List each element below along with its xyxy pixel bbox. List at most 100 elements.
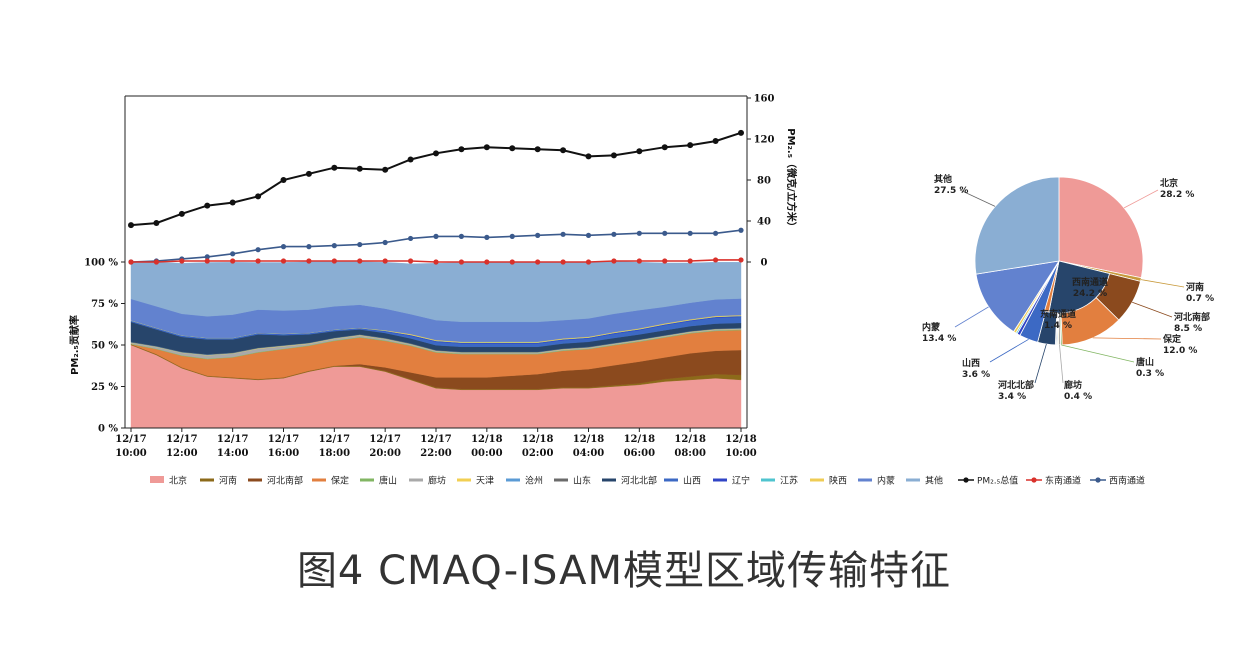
line-point-2-14 [484,259,490,265]
x-tick-time-0: 10:00 [115,448,147,459]
line-point-0-5 [255,193,262,200]
line-point-1-22 [687,230,693,236]
line-point-0-16 [534,146,541,153]
line-point-0-1 [153,220,160,227]
right-tick-label-3: 120 [754,135,775,146]
pie-leader-9 [1034,343,1047,384]
x-tick-date-11: 12/18 [674,434,706,445]
line-point-0-11 [407,156,414,163]
chart-axes: 0 % 25 % 50 % 75 % 100 % 0 40 80 120 160 12/17 10:0… [68,94,798,460]
legend-label-9: 河北北部 [621,475,657,487]
legend-label-1: 河南 [219,475,237,487]
pie-label-value-14: 13.4 % [922,334,956,344]
legend-label-17: 东南通道 [1045,475,1081,487]
line-point-2-23 [712,257,719,263]
figure-caption: 图4 CMAQ-ISAM模型区域传输特征 [296,548,952,594]
line-point-1-4 [230,251,236,257]
x-tick-date-8: 12/18 [522,434,554,445]
legend-label-18: 西南通道 [1109,475,1145,487]
line-point-2-20 [636,258,642,264]
legend-label-6: 天津 [476,476,494,487]
line-point-2-7 [306,258,312,264]
line-point-0-24 [738,129,744,136]
line-point-1-19 [611,231,617,237]
line-point-0-23 [712,138,719,145]
line-point-0-6 [280,177,287,183]
chart-legend: 北京 河南 河北南部 保定 唐山 廊坊 天津 沧州 山东 河北北部 山西 辽宁 江苏 陕西 内蒙 其他 PM₂.… [150,475,1145,487]
line-point-0-20 [636,148,643,155]
line-point-0-2 [178,210,185,217]
pie-slice-0 [1058,176,1144,279]
left-tick-label-1: 25 % [91,382,118,393]
x-tick-time-12: 10:00 [725,448,757,459]
pie-label-value-0: 28.2 % [1160,190,1194,200]
pie-slice-15 [974,176,1060,275]
legend-label-13: 陕西 [829,475,847,487]
line-point-1-10 [382,239,388,246]
x-tick-date-1: 12/17 [166,434,198,445]
legend-label-5: 廊坊 [428,475,446,487]
legend-label-10: 山西 [683,476,701,487]
x-tick-date-4: 12/17 [319,434,351,445]
line-point-1-13 [458,233,465,239]
line-point-2-16 [535,259,541,265]
right-tick-label-0: 0 [761,258,768,269]
left-tick-label-0: 0 % [98,424,118,435]
left-tick-label-4: 100 % [84,258,118,269]
line-point-1-7 [306,244,312,250]
legend-label-14: 内蒙 [877,475,895,487]
pie-overlay-value-1: 1.4 % [1044,321,1072,331]
pie-label-value-15: 27.5 % [934,186,968,196]
line-point-1-16 [535,232,541,238]
line-point-2-15 [509,259,515,265]
line-point-2-2 [179,258,185,264]
left-axis-title: PM₂.₅贡献率 [68,315,81,375]
line-point-1-9 [357,241,363,248]
x-tick-date-7: 12/18 [471,434,503,445]
pie-overlay-slice-1 [1043,260,1060,313]
pie-overlay-value-0: 24.2 % [1073,289,1107,299]
pie-label-name-15: 其他 [934,173,952,185]
pie-label-value-5: 0.4 % [1064,392,1092,402]
line-point-0-19 [610,152,617,159]
line-point-2-21 [662,258,668,264]
pie-leader-0 [1123,189,1159,209]
line-point-0-15 [509,145,516,152]
pie-label-name-10: 山西 [962,357,980,369]
line-point-0-8 [331,164,338,171]
x-tick-date-10: 12/18 [624,434,656,445]
pie-leader-4 [1061,344,1135,363]
x-tick-date-9: 12/18 [573,434,605,445]
x-tick-time-2: 14:00 [217,448,249,459]
pie-overlay-name-1: 东南通道 [1040,308,1076,320]
line-point-1-14 [484,234,490,240]
legend-marker-17 [1031,477,1037,483]
pie-label-name-3: 保定 [1162,333,1182,345]
pie-label-value-2: 8.5 % [1174,324,1202,334]
line-point-0-3 [204,202,211,209]
line-point-2-3 [204,258,210,264]
line-point-1-12 [433,233,439,239]
line-point-0-18 [585,153,592,160]
line-point-1-21 [662,230,668,236]
x-tick-date-12: 12/18 [725,434,757,445]
line-point-2-0 [128,259,134,265]
line-point-1-15 [509,233,515,239]
x-tick-date-0: 12/17 [115,434,147,445]
legend-label-2: 河北南部 [267,475,303,487]
x-tick-time-1: 12:00 [166,448,198,459]
line-point-0-13 [458,146,465,153]
line-point-2-4 [230,258,236,264]
pie-slice-14 [975,260,1060,333]
legend-label-4: 唐山 [379,475,397,487]
line-point-0-10 [382,166,389,173]
pie-label-value-4: 0.3 % [1136,369,1164,379]
x-tick-time-7: 00:00 [471,448,503,459]
pie-label-name-9: 河北北部 [998,379,1034,391]
x-tick-time-4: 18:00 [319,448,351,459]
line-point-2-19 [611,258,617,264]
right-tick-label-4: 160 [754,94,775,105]
line-point-2-18 [585,259,592,265]
pie-overlay-name-0: 西南通道 [1072,276,1108,288]
